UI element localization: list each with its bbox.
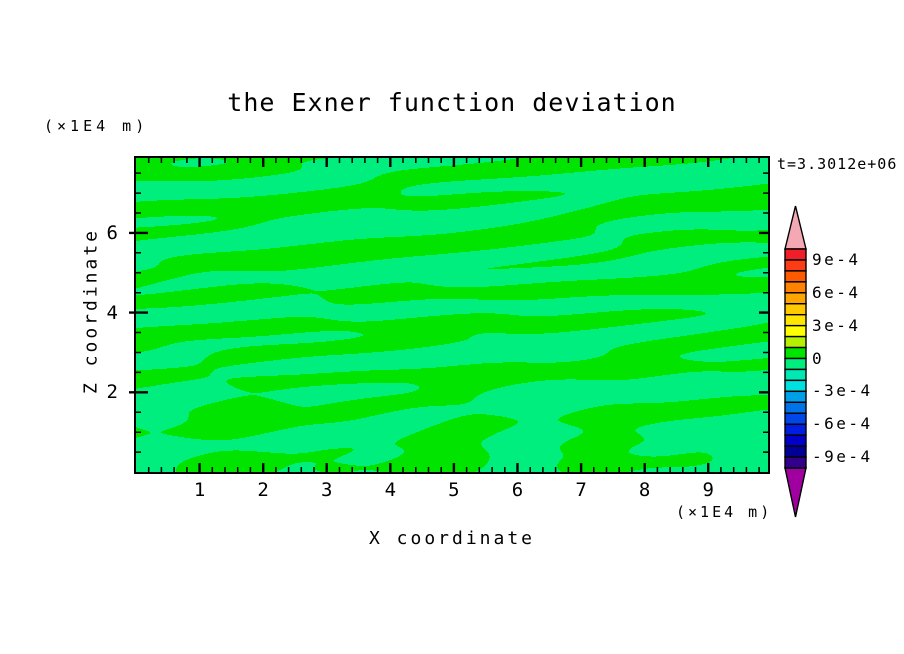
colorbar-segment: [784, 412, 807, 425]
colorbar-segment: [784, 270, 807, 283]
colorbar-segment: [784, 357, 807, 371]
colorbar-segment: [784, 379, 807, 393]
z-axis-unit-note: (×1E4 m): [44, 117, 149, 135]
colorbar-segment: [784, 456, 807, 469]
x-tick-label: 7: [575, 479, 587, 501]
colorbar-segment: [784, 324, 807, 338]
colorbar-label: -3e-4: [812, 381, 873, 401]
colorbar-label: 6e-4: [812, 282, 861, 302]
colorbar-arrow-top: [784, 205, 807, 250]
x-tick-label: 6: [511, 479, 524, 501]
plot-area: [129, 156, 770, 474]
colorbar-segment: [784, 434, 807, 447]
x-major-ticks: [198, 158, 710, 472]
colorbar-segment: [784, 292, 807, 305]
colorbar-segment: [784, 281, 807, 294]
colorbar-segment: [784, 445, 807, 458]
time-annotation: t=3.3012e+06: [777, 155, 898, 173]
x-tick-label: 4: [384, 479, 397, 501]
colorbar-segment: [784, 346, 807, 360]
x-axis-title: X coordinate: [368, 528, 536, 549]
x-tick-label: 5: [448, 479, 460, 501]
x-tick-label: 1: [193, 479, 206, 501]
colorbar-label: 3e-4: [812, 315, 861, 335]
z-tick-label: 6: [106, 221, 118, 244]
axis-ticks: [129, 158, 768, 472]
colorbar-segment: [784, 368, 807, 382]
colorbar-segment: [784, 423, 807, 436]
page-title: the Exner function deviation: [227, 88, 677, 117]
colorbar-arrow-bottom: [784, 467, 807, 518]
colorbar-label: -6e-4: [812, 414, 873, 434]
colorbar-segment: [784, 335, 807, 349]
contour-field-canvas: [136, 158, 768, 472]
colorbar-segment: [784, 248, 807, 261]
z-major-ticks: [129, 231, 768, 394]
colorbar-label: 0: [812, 348, 825, 368]
x-tick-label: 3: [321, 479, 333, 501]
x-tick-label: 8: [638, 479, 651, 501]
x-tick-label: 2: [257, 479, 269, 501]
x-tick-label: 9: [702, 479, 714, 501]
colorbar-label: 9e-4: [812, 249, 861, 269]
z-tick-label: 2: [106, 381, 118, 404]
z-minor-ticks: [136, 172, 768, 453]
colorbar-label: -9e-4: [812, 447, 873, 466]
colorbar-segment: [784, 401, 807, 414]
colorbar: [784, 205, 807, 518]
colorbar-segment: [784, 313, 807, 327]
z-tick-label: 4: [106, 301, 118, 324]
colorbar-segment: [784, 259, 807, 272]
colorbar-segment: [784, 303, 807, 316]
x-minor-ticks: [147, 158, 760, 472]
x-axis-unit-note: (×1E4 m): [676, 503, 773, 521]
colorbar-segment: [784, 390, 807, 404]
